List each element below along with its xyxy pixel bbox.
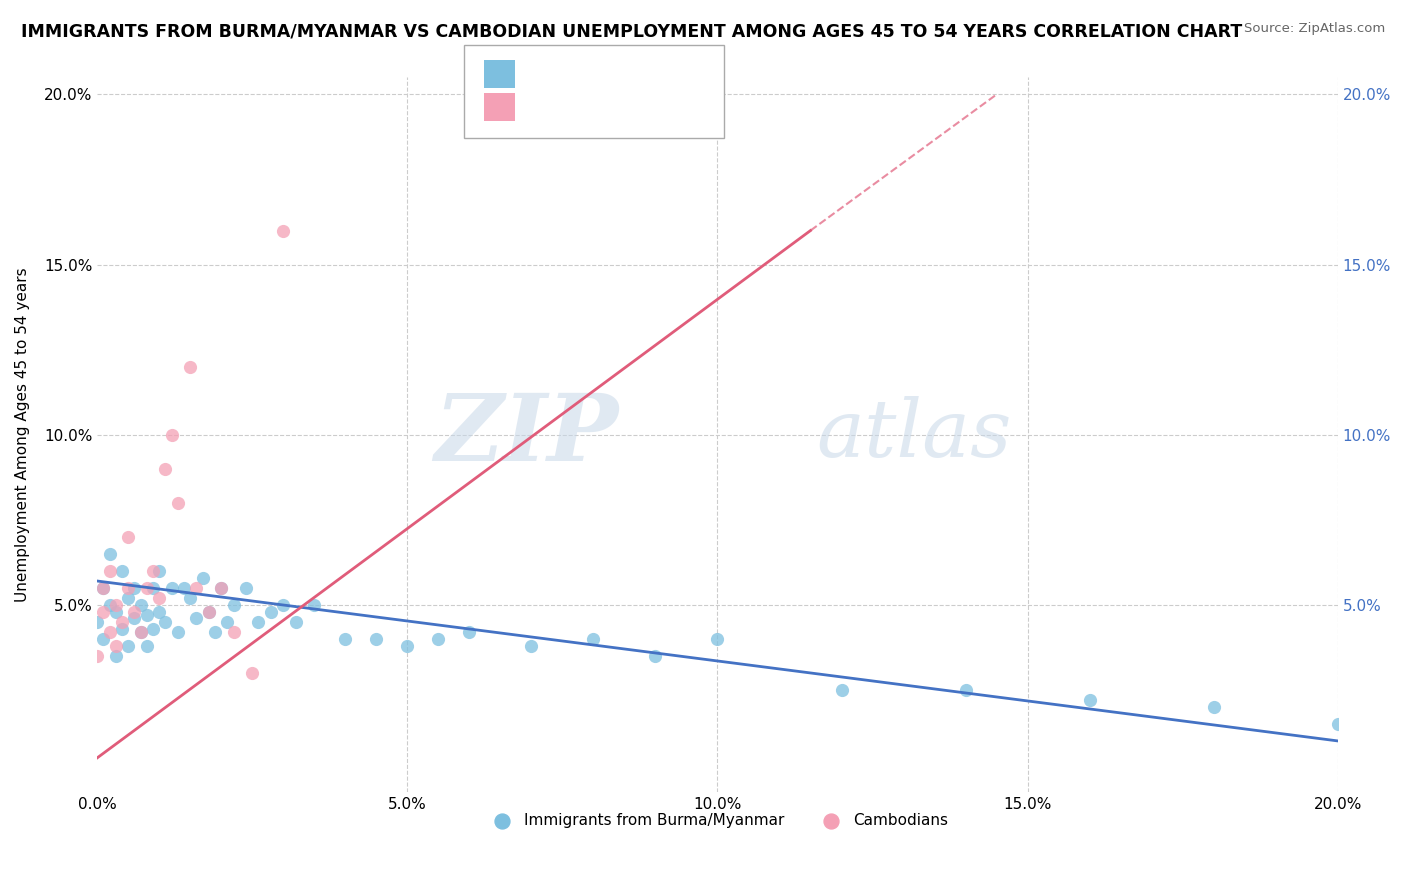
Point <box>197 605 219 619</box>
Point <box>104 639 127 653</box>
Point <box>104 598 127 612</box>
Point <box>148 564 170 578</box>
Point <box>129 598 152 612</box>
Point <box>706 632 728 646</box>
Point <box>124 611 146 625</box>
Point <box>186 581 208 595</box>
Point <box>955 682 977 697</box>
Point <box>91 605 114 619</box>
Point <box>91 632 114 646</box>
Point <box>186 611 208 625</box>
Point <box>98 564 121 578</box>
Text: atlas: atlas <box>817 396 1012 474</box>
Point <box>335 632 357 646</box>
Point <box>209 581 232 595</box>
Point <box>396 639 419 653</box>
Point <box>217 615 239 629</box>
Point <box>117 530 139 544</box>
Point <box>155 461 177 475</box>
Y-axis label: Unemployment Among Ages 45 to 54 years: Unemployment Among Ages 45 to 54 years <box>15 268 30 602</box>
Point <box>240 665 263 680</box>
Point <box>111 615 134 629</box>
Point <box>135 607 157 622</box>
Text: N =: N = <box>630 65 678 83</box>
Point <box>124 581 146 595</box>
Point <box>191 571 214 585</box>
Point <box>179 359 201 374</box>
Point <box>91 581 114 595</box>
Point <box>86 615 108 629</box>
Point <box>644 648 666 663</box>
Point <box>235 581 257 595</box>
Point <box>86 648 108 663</box>
Point <box>142 622 165 636</box>
Point <box>222 625 245 640</box>
Point <box>197 605 219 619</box>
Point <box>1078 693 1101 707</box>
Point <box>142 581 165 595</box>
Point <box>831 682 853 697</box>
Point <box>98 625 121 640</box>
Point <box>148 605 170 619</box>
Point <box>155 615 177 629</box>
Point <box>366 632 388 646</box>
Text: R =: R = <box>524 98 561 116</box>
Point <box>129 625 152 640</box>
Point <box>247 615 270 629</box>
Point <box>520 639 543 653</box>
Point <box>284 615 307 629</box>
Point <box>124 605 146 619</box>
Point <box>427 632 450 646</box>
Point <box>271 223 294 237</box>
Point <box>271 598 294 612</box>
Point <box>166 496 188 510</box>
Point <box>98 547 121 561</box>
Point <box>179 591 201 605</box>
Point <box>117 639 139 653</box>
Point <box>111 564 134 578</box>
Point <box>260 605 283 619</box>
Point <box>148 591 170 605</box>
Point <box>160 581 183 595</box>
Text: 25: 25 <box>676 98 699 116</box>
Text: -0.241: -0.241 <box>555 65 614 83</box>
Point <box>117 581 139 595</box>
Text: IMMIGRANTS FROM BURMA/MYANMAR VS CAMBODIAN UNEMPLOYMENT AMONG AGES 45 TO 54 YEAR: IMMIGRANTS FROM BURMA/MYANMAR VS CAMBODI… <box>21 22 1243 40</box>
Text: N =: N = <box>630 98 678 116</box>
Point <box>104 648 127 663</box>
Legend: Immigrants from Burma/Myanmar, Cambodians: Immigrants from Burma/Myanmar, Cambodian… <box>481 807 955 834</box>
Point <box>166 625 188 640</box>
Point <box>173 581 195 595</box>
Point <box>117 591 139 605</box>
Text: 53: 53 <box>676 65 699 83</box>
Point <box>104 605 127 619</box>
Point <box>302 598 325 612</box>
Point <box>204 625 226 640</box>
Point <box>209 581 232 595</box>
Point <box>458 625 481 640</box>
Point <box>91 581 114 595</box>
Text: R =: R = <box>524 65 561 83</box>
Point <box>582 632 605 646</box>
Point <box>222 598 245 612</box>
Point <box>1326 717 1348 731</box>
Text: Source: ZipAtlas.com: Source: ZipAtlas.com <box>1244 22 1385 36</box>
Point <box>98 598 121 612</box>
Point <box>135 581 157 595</box>
Point <box>160 427 183 442</box>
Point <box>129 625 152 640</box>
Point <box>1202 699 1225 714</box>
Point <box>111 622 134 636</box>
Text: 0.659: 0.659 <box>555 98 607 116</box>
Point <box>135 639 157 653</box>
Text: ZIP: ZIP <box>434 390 619 480</box>
Point <box>142 564 165 578</box>
